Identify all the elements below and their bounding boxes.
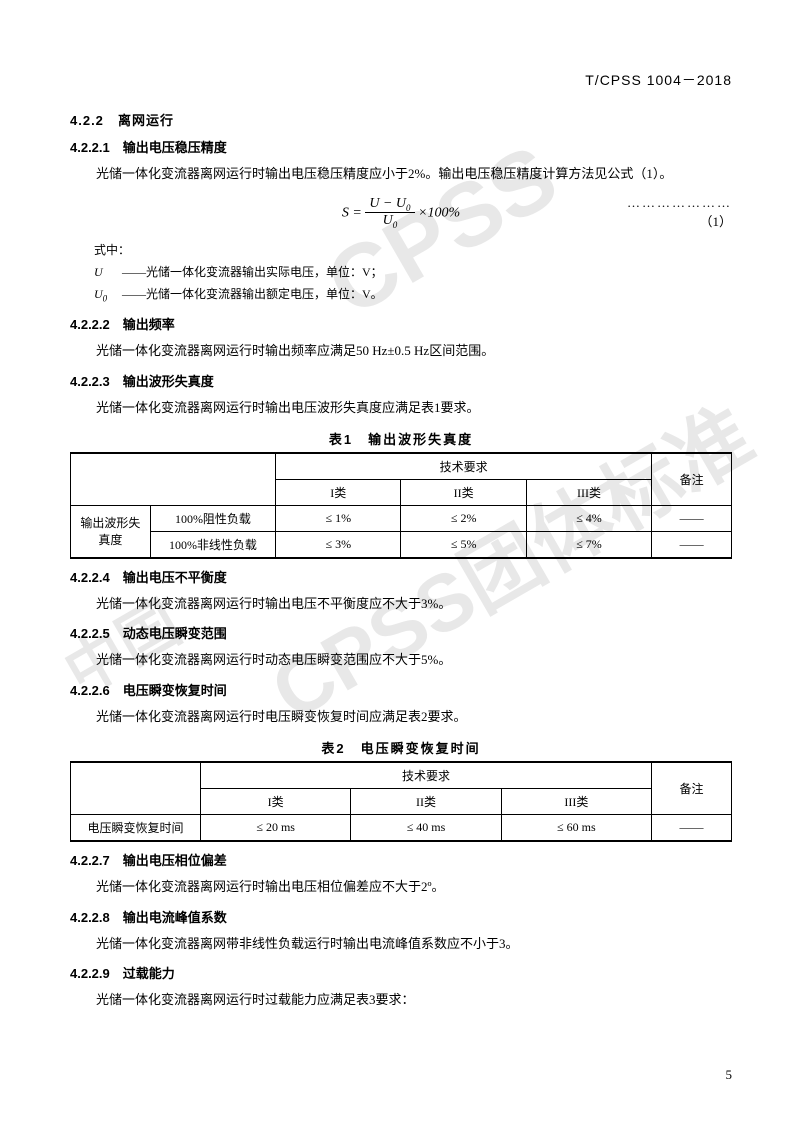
heading-title: 离网运行 (118, 113, 174, 128)
heading-4-2-2-4: 4.2.2.4 输出电压不平衡度 (70, 567, 732, 586)
heading-num: 4.2.2.5 (70, 626, 110, 641)
t2-header-c1: I类 (201, 789, 351, 815)
document-header: T/CPSS 1004－2018 (70, 70, 732, 90)
t1-r1-c2: ≤ 2% (401, 505, 526, 531)
heading-num: 4.2.2.1 (70, 140, 110, 155)
t1-header-c3: III类 (526, 479, 651, 505)
heading-title: 电压瞬变恢复时间 (123, 683, 227, 698)
heading-num: 4.2.2.4 (70, 570, 110, 585)
formula-denominator: U (383, 213, 393, 228)
defs-intro: 式中： (94, 240, 732, 262)
heading-num: 4.2.2.6 (70, 683, 110, 698)
heading-4-2-2: 4.2.2 离网运行 (70, 110, 732, 129)
para-4-2-2-6: 光储一体化变流器离网运行时电压瞬变恢复时间应满足表2要求。 (70, 705, 732, 728)
heading-4-2-2-2: 4.2.2.2 输出频率 (70, 314, 732, 333)
table-1: 技术要求 备注 I类 II类 III类 输出波形失真度 100%阻性负载 ≤ 1… (70, 452, 732, 559)
t1-row-label: 输出波形失真度 (71, 505, 151, 558)
t1-r2-c2: ≤ 5% (401, 531, 526, 558)
formula-number: （1） (699, 214, 732, 229)
formula-suffix: ×100% (418, 205, 460, 220)
heading-4-2-2-6: 4.2.2.6 电压瞬变恢复时间 (70, 680, 732, 699)
t2-r1-remark: —— (652, 815, 732, 842)
var-u0-def: ——光储一体化变流器输出额定电压，单位：V。 (122, 284, 383, 307)
var-u0-symbol: U0 (94, 284, 122, 307)
var-u-def: ——光储一体化变流器输出实际电压，单位：V； (122, 262, 383, 284)
t1-r2-remark: —— (652, 531, 732, 558)
heading-title: 输出波形失真度 (123, 374, 214, 389)
var-u-symbol: U (94, 262, 122, 284)
heading-4-2-2-7: 4.2.2.7 输出电压相位偏差 (70, 850, 732, 869)
heading-num: 4.2.2.3 (70, 374, 110, 389)
formula-lhs: S = (342, 205, 365, 220)
para-4-2-2-4: 光储一体化变流器离网运行时输出电压不平衡度应不大于3%。 (70, 592, 732, 615)
para-4-2-2-8: 光储一体化变流器离网带非线性负载运行时输出电流峰值系数应不小于3。 (70, 932, 732, 955)
heading-title: 输出电压不平衡度 (123, 570, 227, 585)
t1-r1-label: 100%阻性负载 (150, 505, 275, 531)
heading-4-2-2-5: 4.2.2.5 动态电压瞬变范围 (70, 623, 732, 642)
para-4-2-2-2: 光储一体化变流器离网运行时输出频率应满足50 Hz±0.5 Hz区间范围。 (70, 339, 732, 362)
t2-row-label: 电压瞬变恢复时间 (71, 815, 201, 842)
heading-4-2-2-8: 4.2.2.8 输出电流峰值系数 (70, 907, 732, 926)
t2-r1-c1: ≤ 20 ms (201, 815, 351, 842)
t2-header-c2: II类 (351, 789, 501, 815)
heading-title: 过载能力 (123, 966, 175, 981)
heading-title: 动态电压瞬变范围 (123, 626, 227, 641)
t1-r1-c3: ≤ 4% (526, 505, 651, 531)
para-4-2-2-1: 光储一体化变流器离网运行时输出电压稳压精度应小于2%。输出电压稳压精度计算方法见… (70, 162, 732, 185)
heading-title: 输出频率 (123, 317, 175, 332)
variable-definitions: 式中： U ——光储一体化变流器输出实际电压，单位：V； U0 ——光储一体化变… (94, 240, 732, 306)
t2-header-tech: 技术要求 (201, 762, 652, 789)
formula-number-label: ………………… （1） (612, 195, 732, 230)
table-2: 技术要求 备注 I类 II类 III类 电压瞬变恢复时间 ≤ 20 ms ≤ 4… (70, 761, 732, 842)
para-4-2-2-7: 光储一体化变流器离网运行时输出电压相位偏差应不大于2º。 (70, 875, 732, 898)
heading-4-2-2-1: 4.2.2.1 输出电压稳压精度 (70, 137, 732, 156)
t1-r2-c3: ≤ 7% (526, 531, 651, 558)
formula-numerator: U − U (369, 196, 406, 211)
formula-1: S = U − U0 U0 ×100% (190, 196, 612, 231)
table-1-caption: 表1 输出波形失真度 (70, 429, 732, 448)
heading-title: 输出电压相位偏差 (123, 853, 227, 868)
t2-header-c3: III类 (501, 789, 651, 815)
t1-r1-c1: ≤ 1% (276, 505, 401, 531)
page-number: 5 (726, 1067, 733, 1083)
heading-num: 4.2.2.2 (70, 317, 110, 332)
para-4-2-2-9: 光储一体化变流器离网运行时过载能力应满足表3要求： (70, 988, 732, 1011)
para-4-2-2-3: 光储一体化变流器离网运行时输出电压波形失真度应满足表1要求。 (70, 396, 732, 419)
t1-header-remark: 备注 (652, 453, 732, 506)
t1-header-c2: II类 (401, 479, 526, 505)
heading-num: 4.2.2.8 (70, 910, 110, 925)
t1-header-c1: I类 (276, 479, 401, 505)
heading-title: 输出电压稳压精度 (123, 140, 227, 155)
t2-r1-c2: ≤ 40 ms (351, 815, 501, 842)
para-4-2-2-5: 光储一体化变流器离网运行时动态电压瞬变范围应不大于5%。 (70, 648, 732, 671)
t1-header-tech: 技术要求 (276, 453, 652, 480)
table-2-caption: 表2 电压瞬变恢复时间 (70, 738, 732, 757)
heading-title: 输出电流峰值系数 (123, 910, 227, 925)
t2-r1-c3: ≤ 60 ms (501, 815, 651, 842)
heading-num: 4.2.2.9 (70, 966, 110, 981)
formula-1-row: S = U − U0 U0 ×100% ………………… （1） (70, 195, 732, 230)
t1-r1-remark: —— (652, 505, 732, 531)
heading-4-2-2-3: 4.2.2.3 输出波形失真度 (70, 371, 732, 390)
heading-num: 4.2.2.7 (70, 853, 110, 868)
t1-r2-label: 100%非线性负载 (150, 531, 275, 558)
t1-r2-c1: ≤ 3% (276, 531, 401, 558)
heading-num: 4.2.2 (70, 113, 104, 128)
t2-header-remark: 备注 (652, 762, 732, 815)
heading-4-2-2-9: 4.2.2.9 过载能力 (70, 963, 732, 982)
